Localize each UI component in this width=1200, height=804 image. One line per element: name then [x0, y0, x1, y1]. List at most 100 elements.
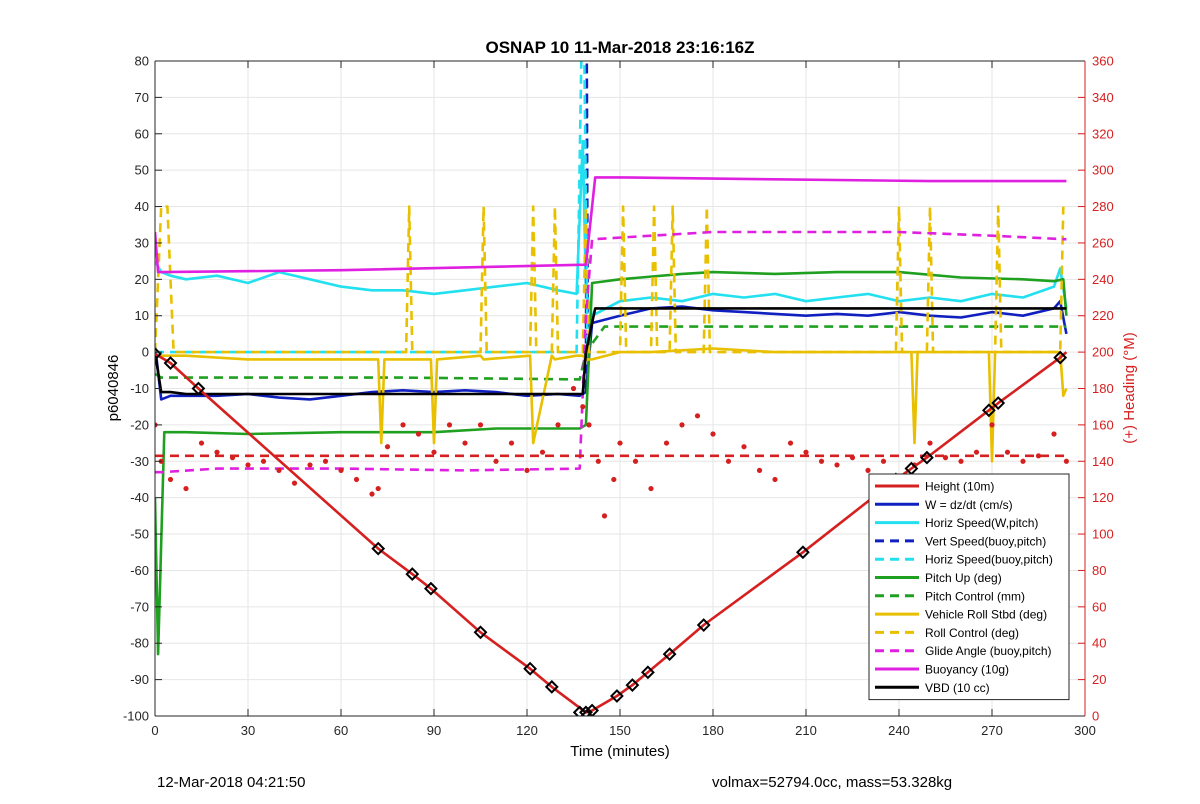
dive-marker — [163, 356, 178, 370]
series-point-heading-dots — [338, 467, 344, 473]
footer-timestamp: 12-Mar-2018 04:21:50 — [157, 774, 306, 791]
series-point-heading-dots — [601, 513, 608, 519]
series-line-buoyancy-10g — [155, 176, 1067, 274]
y2-tick-label: 200 — [1092, 345, 1114, 360]
series-point-heading-dots — [493, 458, 499, 464]
dive-marker — [405, 567, 420, 581]
x-tick-label: 240 — [888, 723, 910, 738]
dive-marker — [423, 581, 438, 596]
series-point-heading-dots — [555, 422, 561, 428]
y-tick-label: -70 — [130, 599, 149, 614]
x-tick-label: 150 — [609, 723, 631, 738]
x-tick-label: 270 — [981, 723, 1003, 738]
y-tick-label: 20 — [135, 272, 149, 287]
y2-tick-label: 160 — [1092, 417, 1114, 432]
dive-marker — [473, 625, 488, 640]
series-point-heading-dots — [400, 422, 406, 428]
series-point-heading-dots — [291, 480, 298, 486]
y2-tick-label: 80 — [1092, 563, 1106, 578]
legend-label: Vert Speed(buoy,pitch) — [925, 534, 1046, 548]
series-point-heading-dots — [958, 458, 964, 464]
dive-marker — [544, 679, 559, 694]
legend-label: Pitch Up (deg) — [925, 571, 1002, 585]
series-point-heading-dots — [446, 422, 453, 428]
dive-marker — [981, 403, 996, 418]
series-point-heading-dots — [927, 440, 933, 446]
y-tick-label: 80 — [135, 54, 149, 69]
series-point-heading-dots — [167, 476, 174, 483]
series-point-heading-dots — [1035, 453, 1042, 459]
series-point-heading-dots — [276, 467, 282, 473]
series-point-heading-dots — [245, 462, 251, 468]
series-point-heading-dots — [617, 440, 623, 446]
y-tick-label: 50 — [135, 163, 149, 178]
series-point-heading-dots — [431, 449, 437, 455]
y-tick-label: -50 — [130, 527, 149, 542]
y-tick-label: 10 — [135, 308, 149, 323]
y-tick-label: -30 — [130, 454, 149, 469]
dive-marker — [919, 450, 934, 465]
y2-tick-label: 220 — [1092, 308, 1114, 323]
series-point-heading-dots — [369, 491, 375, 497]
legend-label: VBD (10 cc) — [925, 681, 990, 695]
series-point-heading-dots — [865, 467, 871, 473]
series-line-roll-control-deg — [155, 205, 1065, 354]
series-point-heading-dots — [632, 458, 639, 464]
dive-marker — [625, 678, 640, 692]
x-tick-label: 180 — [702, 723, 724, 738]
y2-tick-label: 340 — [1092, 90, 1114, 105]
y2-tick-label: 20 — [1092, 672, 1106, 687]
series-point-heading-dots — [353, 476, 360, 483]
series-point-heading-dots — [1004, 449, 1011, 455]
y-tick-label: -80 — [130, 636, 149, 651]
y2-tick-label: 100 — [1092, 527, 1114, 542]
series-point-heading-dots — [586, 422, 592, 428]
y2-tick-label: 300 — [1092, 163, 1114, 178]
series-point-heading-dots — [570, 385, 577, 392]
dive-marker — [795, 545, 810, 560]
series-point-heading-dots — [834, 462, 840, 468]
x-tick-label: 0 — [151, 723, 158, 738]
series-point-heading-dots — [198, 440, 205, 446]
x-tick-label: 60 — [334, 723, 348, 738]
series-point-heading-dots — [214, 449, 220, 455]
series-point-heading-dots — [415, 431, 422, 437]
series-point-heading-dots — [260, 458, 267, 464]
dive-marker — [371, 541, 386, 556]
legend-label: Roll Control (deg) — [925, 626, 1019, 640]
y-tick-label: -40 — [130, 490, 149, 505]
plot-area — [155, 61, 1069, 716]
series-point-heading-dots — [1063, 458, 1069, 464]
series-point-heading-dots — [741, 444, 747, 450]
legend-label: Height (10m) — [925, 480, 994, 494]
dive-marker — [585, 703, 600, 716]
series-point-heading-dots — [880, 458, 887, 464]
series-point-heading-dots — [580, 404, 586, 410]
x-tick-label: 120 — [516, 723, 538, 738]
y2-tick-label: 240 — [1092, 272, 1114, 287]
dive-marker — [523, 661, 538, 676]
y2-tick-label: 280 — [1092, 199, 1114, 214]
legend-label: Glide Angle (buoy,pitch) — [925, 644, 1052, 658]
x-tick-label: 300 — [1074, 723, 1096, 738]
y-tick-label: -90 — [130, 672, 149, 687]
dive-marker — [609, 689, 624, 703]
x-tick-label: 210 — [795, 723, 817, 738]
series-point-heading-dots — [307, 462, 313, 468]
x-axis-label: Time (minutes) — [570, 743, 669, 760]
series-point-heading-dots — [477, 422, 484, 428]
y-tick-label: -10 — [130, 381, 149, 396]
series-point-heading-dots — [462, 440, 468, 446]
legend-label: W = dz/dt (cm/s) — [925, 498, 1013, 512]
legend: Height (10m) W = dz/dt (cm/s) Horiz Speed(… — [868, 473, 1070, 701]
series-point-heading-dots — [1020, 458, 1026, 464]
y-tick-label: 60 — [135, 126, 149, 141]
series-point-heading-dots — [818, 458, 825, 464]
series-point-heading-dots — [375, 485, 381, 492]
dive-marker — [991, 396, 1006, 410]
legend-label: Horiz Speed(W,pitch) — [925, 516, 1038, 530]
legend-box — [868, 473, 1070, 701]
y-tick-label: 30 — [135, 235, 149, 250]
series-point-heading-dots — [1051, 431, 1057, 437]
